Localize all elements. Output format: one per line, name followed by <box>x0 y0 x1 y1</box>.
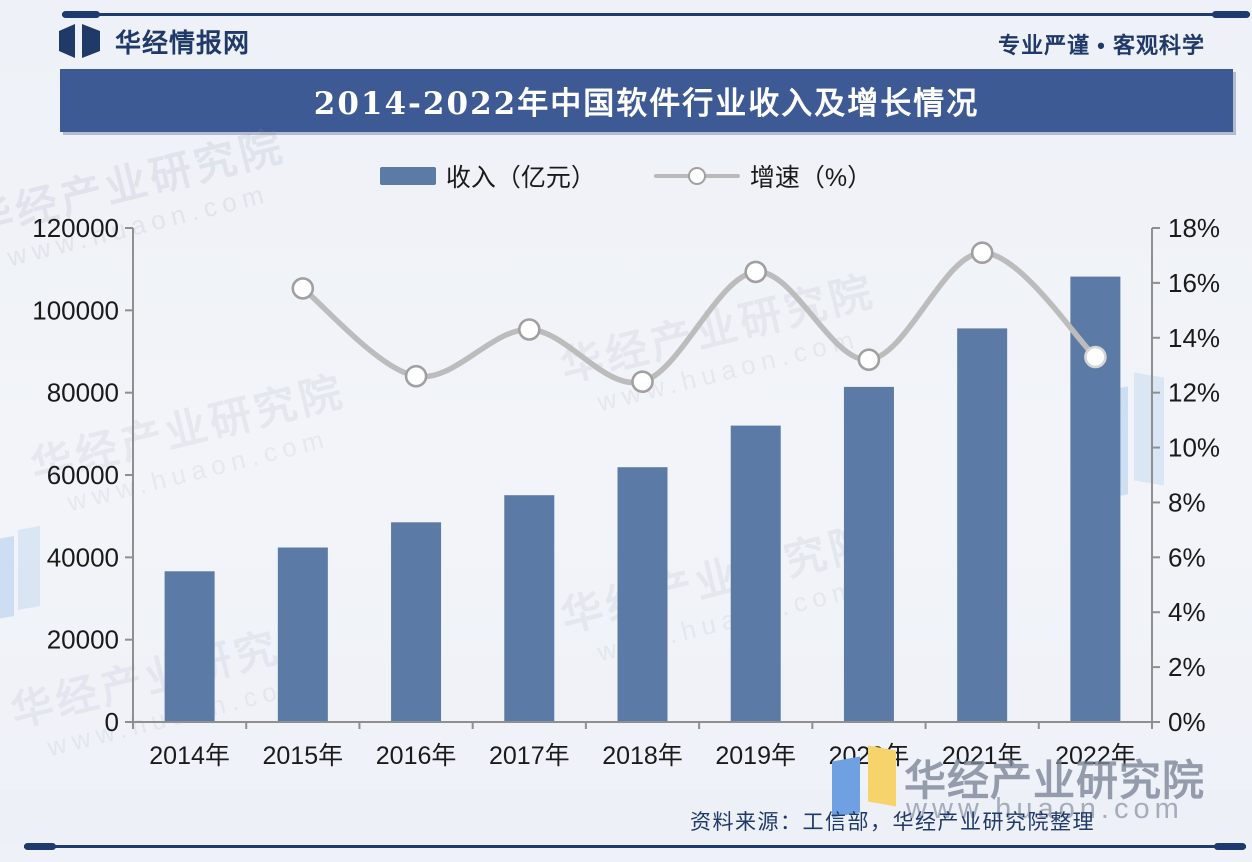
bottom-rule-left-cap <box>24 843 56 850</box>
left-axis-tick-label: 20000 <box>47 625 119 655</box>
x-axis-label: 2014年 <box>149 742 230 770</box>
growth-marker <box>970 241 994 264</box>
left-axis-tick-label: 80000 <box>47 378 119 408</box>
flag-shape-faint <box>1098 372 1168 505</box>
right-axis-tick-label: 10% <box>1168 433 1220 463</box>
left-axis-tick-label: 100000 <box>32 295 119 325</box>
legend-item-growth: 增速（%） <box>653 158 873 194</box>
watermark-tile: 华经产业研究院 www.huaon.com <box>556 267 880 418</box>
x-axis-label: 2018年 <box>602 742 683 770</box>
brand-logo-icon <box>59 24 100 58</box>
top-rule-right-cap <box>1212 11 1250 18</box>
chart-legend: 收入（亿元） 增速（%） <box>0 158 1252 194</box>
right-axis-tick-label: 6% <box>1168 542 1206 572</box>
header: 华经情报网 专业严谨 • 客观科学 <box>0 20 1252 64</box>
bottom-rule-right-cap <box>1214 843 1246 850</box>
right-axis-tick-label: 12% <box>1168 378 1220 408</box>
bar-2017年 <box>504 495 555 722</box>
watermark-corner: 华经产业研究院 www.huaon.com <box>832 745 1252 837</box>
growth-marker <box>744 260 768 284</box>
footer-strip <box>0 790 1252 845</box>
right-axis-tick-label: 8% <box>1168 487 1206 517</box>
legend-label-growth: 增速（%） <box>749 164 873 192</box>
top-rule <box>62 13 1250 16</box>
right-axis-tick-label: 14% <box>1168 323 1220 353</box>
legend-bar-swatch <box>379 167 436 185</box>
x-axis-label: 2017年 <box>489 742 570 770</box>
watermark-url: www.huaon.com <box>906 793 1184 825</box>
top-rule-left-cap <box>62 11 100 18</box>
flag-shape-faint <box>0 526 40 628</box>
growth-marker <box>404 364 428 388</box>
page-title: 2014-2022年中国软件行业收入及增长情况 <box>313 86 980 122</box>
right-axis-tick-label: 18% <box>1168 213 1220 243</box>
x-axis-label: 2015年 <box>262 742 343 770</box>
growth-marker <box>517 318 541 341</box>
legend-item-revenue: 收入（亿元） <box>379 158 596 194</box>
right-axis-tick-label: 4% <box>1168 597 1206 627</box>
watermark-tile: 华经产业研究院 www.huaon.com <box>556 517 880 668</box>
brand: 华经情报网 <box>57 22 250 60</box>
title-band: 2014-2022年中国软件行业收入及增长情况 <box>60 69 1233 132</box>
watermark-tile: 华经产业研究院 www.huaon.com <box>6 612 330 763</box>
legend-line-swatch <box>653 166 740 186</box>
bar-2021年 <box>957 328 1008 722</box>
bottom-rule <box>24 845 1246 848</box>
x-axis-label: 2019年 <box>715 742 796 770</box>
growth-marker <box>1084 345 1107 369</box>
right-axis-tick-label: 2% <box>1168 652 1206 682</box>
left-axis-tick-label: 40000 <box>47 542 119 572</box>
watermark-name: 华经产业研究院 <box>904 757 1206 804</box>
watermark-tile: 华经产业研究院 www.huaon.com <box>0 122 290 273</box>
brand-name: 华经情报网 <box>115 27 251 58</box>
bar-2016年 <box>391 522 442 722</box>
source-note: 资料来源：工信部，华经产业研究院整理 <box>690 811 1095 834</box>
right-axis-tick-label: 0% <box>1168 707 1206 737</box>
slogan: 专业严谨 • 客观科学 <box>998 33 1205 58</box>
watermark-tile: 华经产业研究院 www.huaon.com <box>26 367 350 518</box>
x-axis-label: 2016年 <box>376 742 457 770</box>
growth-marker <box>291 277 315 300</box>
legend-label-revenue: 收入（亿元） <box>445 164 596 192</box>
right-axis-tick-label: 16% <box>1168 268 1220 298</box>
